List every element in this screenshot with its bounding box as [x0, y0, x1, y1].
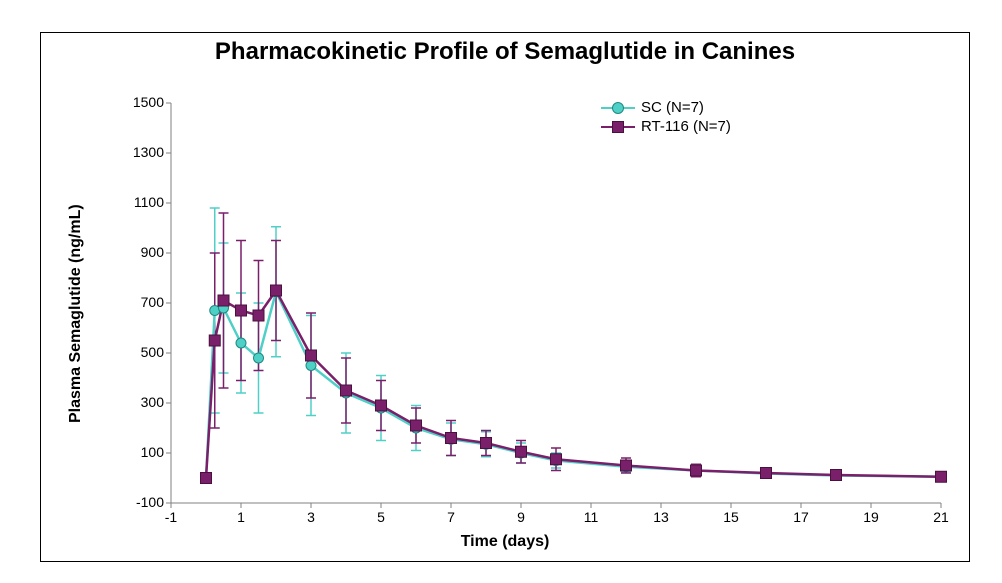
x-tick-label: 3: [296, 509, 326, 525]
x-tick-label: 13: [646, 509, 676, 525]
y-tick-label: 500: [116, 344, 164, 360]
y-tick-label: 1500: [116, 94, 164, 110]
legend-item: RT-116 (N=7): [601, 118, 731, 135]
y-tick-label: 300: [116, 394, 164, 410]
legend-label: RT-116 (N=7): [641, 118, 731, 135]
x-tick-label: 1: [226, 509, 256, 525]
chart-title-text: Pharmacokinetic Profile of Semaglutide i…: [215, 38, 795, 65]
legend-item: SC (N=7): [601, 99, 731, 116]
x-tick-label: 19: [856, 509, 886, 525]
x-tick-label: 15: [716, 509, 746, 525]
x-axis-label: Time (days): [41, 533, 969, 551]
y-axis-label-text: Plasma Semaglutide (ng/mL): [67, 204, 84, 423]
x-tick-label: 7: [436, 509, 466, 525]
y-tick-label: -100: [116, 494, 164, 510]
y-tick-label: 1100: [116, 194, 164, 210]
x-tick-label: 11: [576, 509, 606, 525]
legend-swatch: [601, 120, 635, 134]
y-tick-label: 100: [116, 444, 164, 460]
plot-area: [171, 103, 941, 503]
y-tick-label: 1300: [116, 144, 164, 160]
legend: SC (N=7) RT-116 (N=7): [601, 99, 731, 137]
y-axis-label: Plasma Semaglutide (ng/mL): [67, 204, 85, 423]
legend-swatch: [601, 101, 635, 115]
y-tick-label: 700: [116, 294, 164, 310]
y-tick-label: 900: [116, 244, 164, 260]
x-tick-label: 9: [506, 509, 536, 525]
x-axis-label-text: Time (days): [461, 533, 550, 550]
chart-title: Pharmacokinetic Profile of Semaglutide i…: [41, 39, 969, 65]
x-tick-label: 5: [366, 509, 396, 525]
x-tick-label: -1: [156, 509, 186, 525]
x-tick-label: 17: [786, 509, 816, 525]
chart-frame: Pharmacokinetic Profile of Semaglutide i…: [40, 32, 970, 562]
x-tick-label: 21: [926, 509, 956, 525]
legend-label: SC (N=7): [641, 99, 704, 116]
